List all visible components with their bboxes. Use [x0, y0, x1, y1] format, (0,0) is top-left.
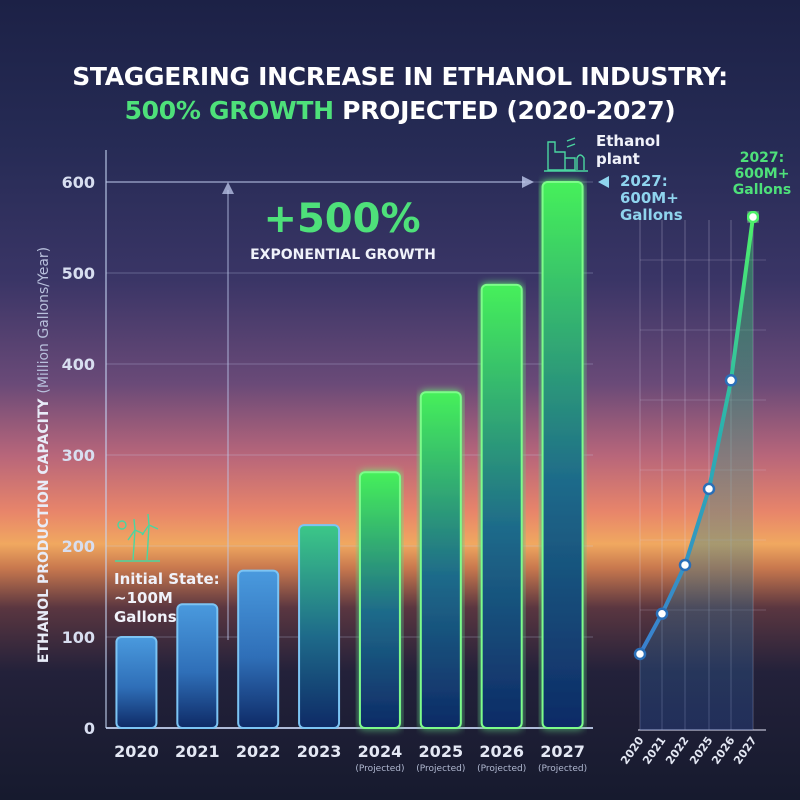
sun	[117, 520, 127, 530]
side-point-2022	[678, 558, 692, 572]
side-line	[638, 216, 755, 655]
title-line1: STAGGERING INCREASE IN ETHANOL INDUSTRY:	[72, 62, 728, 91]
y-tick-label: 600	[62, 173, 95, 192]
title-line2: 500% GROWTH PROJECTED (2020-2027)	[0, 96, 800, 125]
side-final-label: 600M+	[735, 166, 790, 182]
bar-2023	[298, 524, 341, 729]
side-point-2026	[724, 374, 738, 387]
x-tick-label: 2024	[358, 742, 403, 761]
y-tick-label: 300	[62, 446, 95, 465]
x-tick-sublabel: (Projected)	[477, 764, 526, 774]
x-tick-sublabel: (Projected)	[355, 764, 404, 774]
side-area	[640, 217, 753, 730]
bar-2027	[541, 181, 584, 729]
x-tick-label: 2020	[114, 742, 159, 761]
side-final-label: 2027:	[740, 150, 785, 166]
side-x-tick-label: 2022	[663, 734, 691, 767]
title-rest: PROJECTED (2020-2027)	[333, 96, 676, 125]
x-tick-label: 2023	[297, 742, 342, 761]
side-point-2021	[655, 607, 669, 620]
title-highlight: 500% GROWTH	[124, 96, 335, 125]
plant-label: plant	[596, 150, 640, 168]
turbine-blades	[127, 513, 159, 541]
turbine-tower	[146, 524, 150, 561]
plant-tank	[576, 154, 585, 170]
x-tick-label: 2025	[419, 742, 464, 761]
y-axis-label: ETHANOL PRODUCTION CAPACITY (Million Gal…	[36, 247, 52, 663]
pointer-icon	[598, 176, 609, 188]
growth-percent: +500%	[263, 196, 420, 242]
side-x-tick-label: 2021	[640, 734, 668, 767]
side-point-2025	[702, 482, 716, 496]
initial-state-label: Initial State:	[114, 570, 220, 588]
y-tick-label: 100	[62, 628, 95, 647]
y-tick-label: 400	[62, 355, 95, 374]
bar-2024	[358, 471, 401, 730]
x-tick-label: 2026	[479, 742, 524, 761]
initial-state-label: ~100M	[114, 589, 173, 607]
side-final-label: Gallons	[733, 182, 791, 198]
arrow-head-icon	[522, 176, 534, 188]
y-axis-label-unit: (Million Gallons/Year)	[36, 247, 52, 394]
side-point-2027	[746, 210, 760, 224]
bar-2026	[480, 283, 523, 729]
arrow-head-icon	[222, 182, 234, 194]
y-tick-label: 0	[84, 719, 95, 738]
growth-label: EXPONENTIAL GROWTH	[250, 247, 436, 263]
initial-state-label: Gallons	[114, 608, 177, 626]
bar-2020	[115, 636, 158, 729]
side-point-2020	[633, 647, 647, 661]
x-tick-sublabel: (Projected)	[538, 764, 587, 774]
y-tick-label: 500	[62, 264, 95, 283]
bar-2022	[237, 569, 280, 729]
y-axis-label-bold: ETHANOL PRODUCTION CAPACITY	[36, 394, 52, 664]
plant-body	[547, 137, 576, 171]
side-x-tick-label: 2027	[731, 734, 759, 767]
final-value-label: Gallons	[620, 206, 683, 224]
plant-label: Ethanol	[596, 132, 660, 150]
bar-2021	[176, 603, 219, 729]
x-tick-label: 2021	[175, 742, 220, 761]
x-tick-label: 2022	[236, 742, 281, 761]
final-value-label: 600M+	[620, 189, 679, 207]
y-tick-label: 200	[62, 537, 95, 556]
ethanol-plant-icon	[544, 137, 588, 172]
x-tick-label: 2027	[540, 742, 585, 761]
wind-turbine-icon	[115, 513, 160, 562]
turbine-tower	[132, 529, 136, 561]
bar-2025	[419, 391, 462, 729]
final-value-label: 2027:	[620, 172, 668, 190]
x-tick-sublabel: (Projected)	[416, 764, 465, 774]
